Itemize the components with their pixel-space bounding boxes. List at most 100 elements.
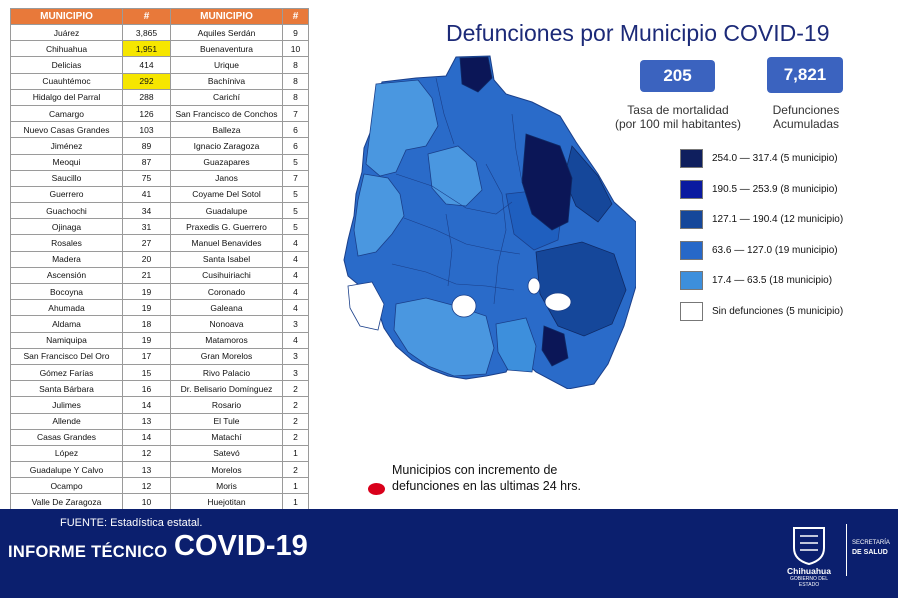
death-count-cell: 9 — [282, 23, 309, 42]
municipality-name-cell: Ascensión — [10, 266, 123, 285]
municipality-name-cell: El Tule — [170, 412, 283, 430]
gov-subtitle: GOBIERNO DEL ESTADO — [789, 576, 829, 588]
municipality-name-cell: Madera — [10, 250, 123, 268]
chihuahua-municipality-map — [343, 55, 636, 389]
legend-label: 63.6 — 127.0 (19 municipio) — [712, 244, 838, 256]
no-deaths-east — [544, 292, 572, 312]
legend-swatch — [680, 240, 703, 260]
region-light-south — [495, 317, 537, 373]
municipality-name-cell: Dr. Belisario Domínguez — [170, 380, 283, 398]
death-count-cell: 5 — [282, 202, 309, 220]
footer-banner — [0, 509, 898, 598]
municipality-name-cell: Santa Isabel — [170, 250, 283, 268]
region-light-southwest — [393, 297, 495, 377]
region-light-west — [353, 173, 405, 257]
increase-note-line1: Municipios con incremento de — [392, 463, 558, 477]
death-count-cell: 75 — [122, 169, 171, 187]
municipality-name-cell: Meoqui — [10, 153, 123, 171]
table-row: Casas Grandes 14 Matachí 2 — [10, 428, 309, 446]
death-count-cell: 8 — [282, 72, 309, 90]
municipality-name-cell: Coronado — [170, 282, 283, 301]
increase-note: Municipios con incremento de defunciones… — [392, 462, 581, 494]
legend-item: 190.5 — 253.9 (8 municipio) — [680, 179, 843, 200]
municipality-name-cell: Morelos — [170, 461, 283, 479]
table-header-cell: # — [122, 8, 171, 25]
municipality-name-cell: Guadalupe Y Calvo — [10, 461, 123, 479]
legend-label: 17.4 — 63.5 (18 municipio) — [712, 275, 833, 286]
municipality-name-cell: Satevó — [170, 444, 283, 463]
report-prefix: INFORME TÉCNICO — [8, 543, 168, 561]
legend-label: 254.0 — 317.4 (5 municipio) — [712, 153, 838, 164]
death-count-cell: 292 — [122, 72, 171, 90]
table-row: Namiquipa 19 Matamoros 4 — [10, 331, 309, 349]
legend-swatch — [680, 301, 703, 321]
table-row: Delicias 414 Urique 8 — [10, 56, 309, 74]
no-deaths-small — [527, 277, 541, 295]
death-count-cell: 31 — [122, 218, 171, 236]
death-count-cell: 2 — [282, 396, 309, 414]
municipality-name-cell: Valle De Zaragoza — [10, 493, 123, 511]
death-count-cell: 103 — [122, 121, 171, 139]
death-count-cell: 16 — [122, 380, 171, 398]
table-row: Chihuahua 1,951 Buenaventura 10 — [10, 40, 309, 58]
death-count-cell: 1,951 — [122, 40, 171, 58]
municipality-name-cell: Balleza — [170, 121, 283, 139]
municipality-name-cell: Nonoava — [170, 315, 283, 333]
death-count-cell: 2 — [282, 380, 309, 398]
death-count-cell: 8 — [282, 88, 309, 106]
mortality-rate-label: Tasa de mortalidad (por 100 mil habitant… — [614, 103, 742, 131]
municipality-name-cell: Huejotitan — [170, 493, 283, 511]
table-row: Meoqui 87 Guazapares 5 — [10, 153, 309, 171]
table-row: Jiménez 89 Ignacio Zaragoza 6 — [10, 137, 309, 155]
death-count-cell: 2 — [282, 412, 309, 430]
region-light-central — [427, 145, 483, 207]
death-count-cell: 1 — [282, 493, 309, 511]
death-count-cell: 34 — [122, 202, 171, 220]
municipality-name-cell: Juárez — [10, 23, 123, 42]
table-header-cell: # — [282, 8, 309, 25]
legend-label: 190.5 — 253.9 (8 municipio) — [712, 183, 838, 195]
municipality-name-cell: Coyame Del Sotol — [170, 185, 283, 204]
increase-note-line2: defunciones en las ultimas 24 hrs. — [392, 479, 581, 493]
table-row: Ahumada 19 Galeana 4 — [10, 299, 309, 317]
municipality-name-cell: Nuevo Casas Grandes — [10, 121, 123, 139]
table-row: Saucillo 75 Janos 7 — [10, 169, 309, 187]
table-row: Bocoyna 19 Coronado 4 — [10, 282, 309, 301]
table-row: Ascensión 21 Cusihuiriachi 4 — [10, 266, 309, 285]
municipality-name-cell: Guadalupe — [170, 202, 283, 220]
death-count-cell: 3 — [282, 363, 309, 382]
table-row: Cuauhtémoc 292 Bachíniva 8 — [10, 72, 309, 90]
death-count-cell: 4 — [282, 331, 309, 349]
death-count-cell: 10 — [122, 493, 171, 511]
legend-item: 254.0 — 317.4 (5 municipio) — [680, 148, 843, 169]
death-count-cell: 5 — [282, 153, 309, 171]
death-count-cell: 126 — [122, 104, 171, 123]
cumulative-deaths-value: 7,821 — [767, 57, 843, 93]
municipality-name-cell: López — [10, 444, 123, 463]
table-row: Julimes 14 Rosario 2 — [10, 396, 309, 414]
death-count-cell: 4 — [282, 282, 309, 301]
death-count-cell: 89 — [122, 137, 171, 155]
death-count-cell: 2 — [282, 461, 309, 479]
region-darkest-northeast — [521, 133, 573, 231]
municipality-name-cell: Aquiles Serdán — [170, 23, 283, 42]
death-count-cell: 5 — [282, 185, 309, 204]
cumulative-deaths-label: Defunciones Acumuladas — [772, 103, 840, 131]
table-row: López 12 Satevó 1 — [10, 444, 309, 463]
table-row: Ojinaga 31 Praxedis G. Guerrero 5 — [10, 218, 309, 236]
secretaria-label: SECRETARÍA — [852, 540, 890, 546]
table-row: Allende 13 El Tule 2 — [10, 412, 309, 430]
death-count-cell: 27 — [122, 234, 171, 252]
municipality-name-cell: Cuauhtémoc — [10, 72, 123, 90]
death-count-cell: 5 — [282, 218, 309, 236]
municipality-name-cell: Aldama — [10, 315, 123, 333]
table-header-cell: MUNICIPIO — [10, 8, 123, 25]
death-count-cell: 18 — [122, 315, 171, 333]
municipality-name-cell: Ojinaga — [10, 218, 123, 236]
municipality-name-cell: Cusihuiriachi — [170, 266, 283, 285]
death-count-cell: 8 — [282, 56, 309, 74]
legend-swatch — [680, 179, 703, 199]
table-row: Santa Bárbara 16 Dr. Belisario Domínguez 2 — [10, 380, 309, 398]
death-count-cell: 3 — [282, 315, 309, 333]
municipality-name-cell: San Francisco de Conchos — [170, 104, 283, 123]
